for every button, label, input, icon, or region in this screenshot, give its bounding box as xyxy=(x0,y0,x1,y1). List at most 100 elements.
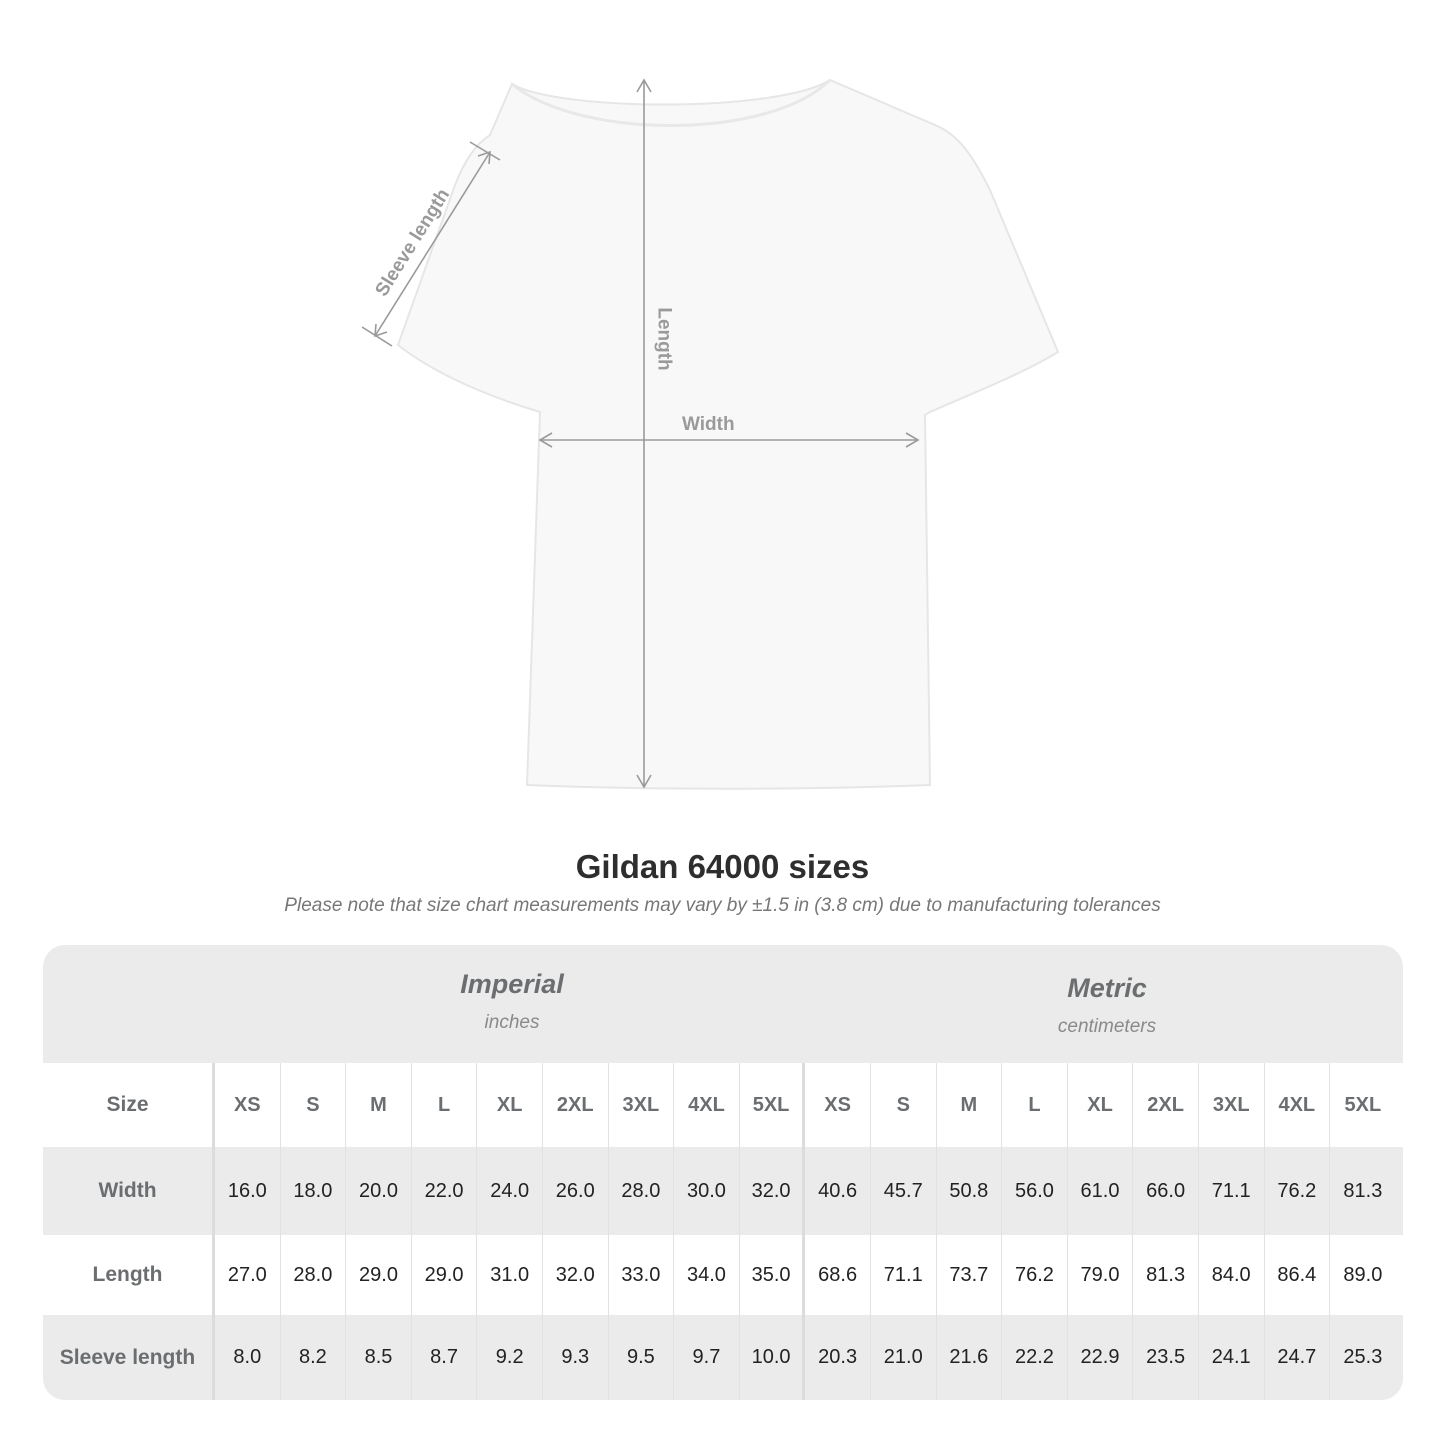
length-arrow-bottom xyxy=(636,774,652,789)
size-header-imperial: 4XL xyxy=(674,1063,740,1147)
length-label: Length xyxy=(653,307,675,371)
size-table: Imperial inches Metric centimeters Size X… xyxy=(43,945,1403,1400)
length-arrow-top xyxy=(636,78,652,93)
metric-value-cell: 50.8 xyxy=(937,1147,1003,1235)
size-header-imperial: XS xyxy=(215,1063,281,1147)
imperial-value-cell: 8.5 xyxy=(346,1315,412,1400)
metric-value-cell: 66.0 xyxy=(1133,1147,1199,1235)
metric-value-cell: 76.2 xyxy=(1265,1147,1331,1235)
row-label: Sleeve length xyxy=(43,1315,215,1400)
metric-value-cell: 25.3 xyxy=(1343,1346,1383,1368)
imperial-value-cell: 8.0 xyxy=(215,1315,281,1400)
sleeve-tick-top xyxy=(469,141,501,161)
metric-value-cell: 76.2 xyxy=(1002,1235,1068,1315)
metric-value-cell: 73.7 xyxy=(937,1235,1003,1315)
size-header-imperial: 2XL xyxy=(543,1063,609,1147)
sleeve-arrow-bottom xyxy=(374,323,388,338)
size-header-metric: 5XL xyxy=(1344,1093,1382,1116)
imperial-unit: inches xyxy=(484,1012,540,1033)
size-header-metric: S xyxy=(871,1063,937,1147)
imperial-value-cell: 27.0 xyxy=(215,1235,281,1315)
metric-value-cell: 20.3 xyxy=(805,1315,871,1400)
imperial-value-cell: 28.0 xyxy=(281,1235,347,1315)
metric-value-cell: 71.1 xyxy=(1199,1147,1265,1235)
imperial-value-cell: 29.0 xyxy=(346,1235,412,1315)
size-header-row: Size XS S M L XL 2XL 3XL 4XL 5XL XS S M L XL 2XL 3XL 4XL 5… xyxy=(43,1063,1403,1147)
imperial-value-cell: 24.0 xyxy=(477,1147,543,1235)
metric-value-cell: 22.9 xyxy=(1068,1315,1134,1400)
size-header-metric: 4XL xyxy=(1265,1063,1331,1147)
metric-value-cell: 24.7 xyxy=(1265,1315,1331,1400)
width-arrow-left xyxy=(538,432,553,448)
table-row: Length 27.0 28.0 29.0 29.0 31.0 32.0 33.0 34.0 35… xyxy=(43,1235,1403,1315)
imperial-value-cell: 30.0 xyxy=(674,1147,740,1235)
size-header-metric: XS xyxy=(805,1063,871,1147)
sleeve-tick-bottom xyxy=(361,326,393,347)
imperial-value-cell: 8.7 xyxy=(412,1315,478,1400)
imperial-value-cell: 9.7 xyxy=(674,1315,740,1400)
imperial-value-cell: 34.0 xyxy=(674,1235,740,1315)
metric-value-cell: 61.0 xyxy=(1068,1147,1134,1235)
imperial-value-cell: 16.0 xyxy=(215,1147,281,1235)
imperial-value-cell: 32.0 xyxy=(740,1147,806,1235)
size-header-imperial: S xyxy=(281,1063,347,1147)
metric-value-cell: 56.0 xyxy=(1002,1147,1068,1235)
row-label: Size xyxy=(43,1063,215,1147)
metric-value-cell: 81.3 xyxy=(1133,1235,1199,1315)
width-arrow-right xyxy=(905,432,920,448)
size-header-metric: L xyxy=(1002,1063,1068,1147)
imperial-value-cell: 9.3 xyxy=(543,1315,609,1400)
imperial-value-cell: 9.2 xyxy=(477,1315,543,1400)
imperial-title: Imperial xyxy=(460,969,564,999)
size-header-metric: 2XL xyxy=(1133,1063,1199,1147)
size-header-metric: XL xyxy=(1068,1063,1134,1147)
size-header-imperial: L xyxy=(412,1063,478,1147)
tshirt-diagram xyxy=(361,78,1060,790)
metric-value-cell: 45.7 xyxy=(871,1147,937,1235)
size-header-imperial: M xyxy=(346,1063,412,1147)
row-label: Length xyxy=(43,1235,215,1315)
metric-value-cell: 40.6 xyxy=(805,1147,871,1235)
size-header-imperial: 3XL xyxy=(609,1063,675,1147)
imperial-value-cell: 22.0 xyxy=(412,1147,478,1235)
tolerance-note: Please note that size chart measurements… xyxy=(284,895,1161,916)
metric-value-cell: 21.6 xyxy=(937,1315,1003,1400)
metric-value-cell: 89.0 xyxy=(1343,1263,1383,1286)
size-header-imperial: 5XL xyxy=(740,1063,806,1147)
metric-value-cell: 79.0 xyxy=(1068,1235,1134,1315)
metric-value-cell: 86.4 xyxy=(1265,1235,1331,1315)
imperial-value-cell: 31.0 xyxy=(477,1235,543,1315)
tshirt-shape xyxy=(396,78,1060,790)
imperial-value-cell: 33.0 xyxy=(609,1235,675,1315)
imperial-value-cell: 20.0 xyxy=(346,1147,412,1235)
sleeve-line xyxy=(374,151,491,337)
size-header-imperial: XL xyxy=(477,1063,543,1147)
imperial-value-cell: 10.0 xyxy=(740,1315,806,1400)
metric-unit: centimeters xyxy=(1057,1016,1157,1037)
imperial-value-cell: 26.0 xyxy=(543,1147,609,1235)
metric-value-cell: 24.1 xyxy=(1199,1315,1265,1400)
metric-value-cell: 23.5 xyxy=(1133,1315,1199,1400)
imperial-value-cell: 28.0 xyxy=(609,1147,675,1235)
metric-header: Metric centimeters xyxy=(811,973,1403,1091)
imperial-value-cell: 35.0 xyxy=(740,1235,806,1315)
metric-value-cell: 22.2 xyxy=(1002,1315,1068,1400)
imperial-value-cell: 8.2 xyxy=(281,1315,347,1400)
metric-value-cell: 84.0 xyxy=(1199,1235,1265,1315)
page-title: Gildan 64000 sizes xyxy=(575,848,870,885)
collar xyxy=(511,78,832,127)
imperial-value-cell: 18.0 xyxy=(281,1147,347,1235)
sleeve-arrow-top xyxy=(477,150,491,165)
width-label: Width xyxy=(682,414,735,435)
imperial-value-cell: 9.5 xyxy=(609,1315,675,1400)
size-header-metric: M xyxy=(937,1063,1003,1147)
metric-value-cell: 71.1 xyxy=(871,1235,937,1315)
table-row: Width 16.0 18.0 20.0 22.0 24.0 26.0 28.0 30.0 32.… xyxy=(43,1147,1403,1235)
table-row: Sleeve length 8.0 8.2 8.5 8.7 9.2 9.3 9.5 9.7 10.… xyxy=(43,1315,1403,1400)
metric-value-cell: 68.6 xyxy=(805,1235,871,1315)
metric-title: Metric xyxy=(1067,973,1147,1003)
imperial-header: Imperial inches xyxy=(215,969,809,1087)
imperial-value-cell: 32.0 xyxy=(543,1235,609,1315)
size-header-metric: 3XL xyxy=(1199,1063,1265,1147)
metric-value-cell: 81.3 xyxy=(1343,1179,1383,1202)
